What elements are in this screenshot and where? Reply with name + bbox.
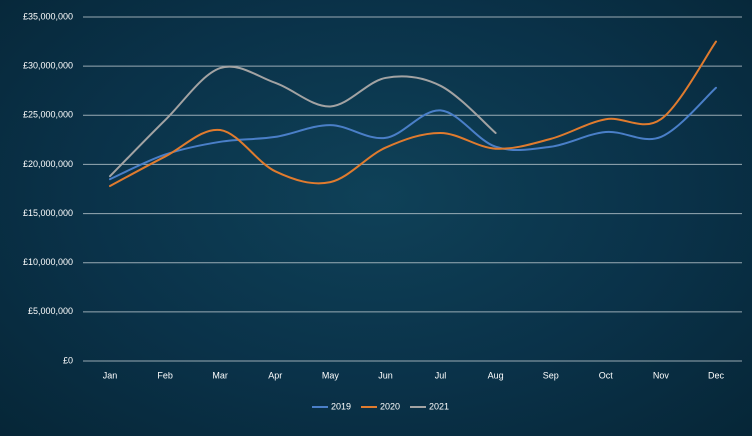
legend-label: 2021 xyxy=(429,401,449,411)
x-tick-label: Sep xyxy=(543,370,559,380)
x-tick-label: Oct xyxy=(599,370,614,380)
legend-label: 2019 xyxy=(331,401,351,411)
y-tick-label: £30,000,000 xyxy=(23,61,73,71)
y-tick-label: £25,000,000 xyxy=(23,110,73,120)
x-tick-label: Apr xyxy=(268,370,282,380)
x-tick-label: Mar xyxy=(212,370,228,380)
x-tick-label: Jun xyxy=(378,370,393,380)
y-tick-label: £0 xyxy=(63,355,73,365)
legend-label: 2020 xyxy=(380,401,400,411)
y-tick-label: £15,000,000 xyxy=(23,208,73,218)
x-tick-label: Jul xyxy=(435,370,447,380)
x-tick-label: Dec xyxy=(708,370,725,380)
series-line xyxy=(109,40,717,188)
y-tick-label: £20,000,000 xyxy=(23,159,73,169)
x-tick-label: Aug xyxy=(488,370,504,380)
x-tick-label: Feb xyxy=(157,370,173,380)
x-tick-label: Jan xyxy=(103,370,118,380)
series-line xyxy=(109,86,717,181)
x-tick-label: Nov xyxy=(653,370,670,380)
y-tick-label: £35,000,000 xyxy=(23,11,73,21)
y-tick-label: £10,000,000 xyxy=(23,257,73,267)
series-line xyxy=(109,65,497,178)
x-tick-label: May xyxy=(322,370,340,380)
y-tick-label: £5,000,000 xyxy=(28,306,73,316)
